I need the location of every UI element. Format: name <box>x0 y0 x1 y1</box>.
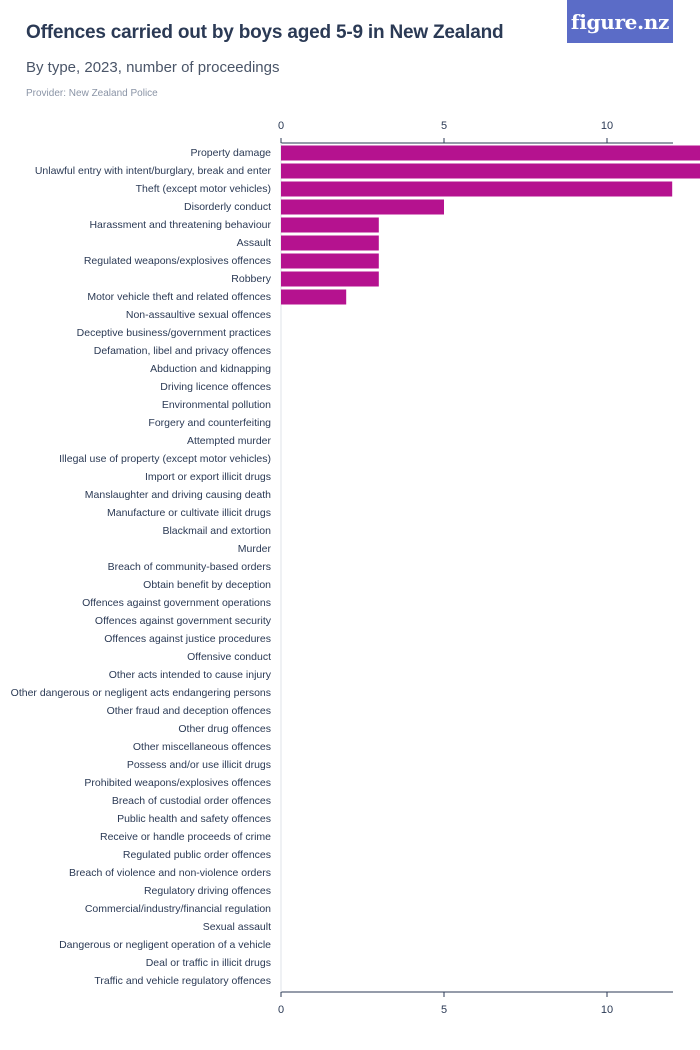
category-label: Other miscellaneous offences <box>133 741 271 753</box>
category-label: Non-assaultive sexual offences <box>126 309 271 321</box>
bar <box>281 289 347 305</box>
chart-title: Offences carried out by boys aged 5-9 in… <box>26 22 504 43</box>
bar <box>281 199 444 215</box>
figure-nz-logo[interactable]: figure.nz <box>567 0 673 43</box>
category-label: Possess and/or use illicit drugs <box>127 759 271 771</box>
bar <box>281 253 379 269</box>
category-label: Other fraud and deception offences <box>107 705 271 717</box>
category-label: Environmental pollution <box>162 399 271 411</box>
category-label: Regulatory driving offences <box>144 885 271 897</box>
category-label: Regulated weapons/explosives offences <box>84 255 271 267</box>
bottom-tick-label: 0 <box>278 1004 284 1016</box>
category-label: Unlawful entry with intent/burglary, bre… <box>35 165 272 177</box>
bottom-tick-label: 10 <box>601 1004 613 1016</box>
category-label: Breach of community-based orders <box>108 561 271 573</box>
category-label: Offences against government operations <box>82 597 271 609</box>
category-label: Offensive conduct <box>187 651 271 663</box>
category-label: Forgery and counterfeiting <box>148 417 271 429</box>
category-label: Manslaughter and driving causing death <box>85 489 271 501</box>
category-label: Attempted murder <box>187 435 272 447</box>
chart-subtitle: By type, 2023, number of proceedings <box>26 59 280 76</box>
category-label: Abduction and kidnapping <box>150 363 271 375</box>
bar <box>281 217 379 233</box>
category-label: Public health and safety offences <box>117 813 271 825</box>
bottom-tick-label: 5 <box>441 1004 447 1016</box>
category-label: Offences against justice procedures <box>104 633 271 645</box>
provider-note: Provider: New Zealand Police <box>26 88 158 99</box>
category-label: Regulated public order offences <box>123 849 271 861</box>
top-tick-label: 10 <box>601 120 613 132</box>
category-label: Defamation, libel and privacy offences <box>94 345 271 357</box>
category-label: Breach of custodial order offences <box>112 795 271 807</box>
category-label: Deal or traffic in illicit drugs <box>146 957 271 969</box>
top-tick-label: 5 <box>441 120 447 132</box>
category-label: Offences against government security <box>95 615 272 627</box>
category-label: Other dangerous or negligent acts endang… <box>11 687 271 699</box>
category-label: Commercial/industry/financial regulation <box>85 903 271 915</box>
category-label: Assault <box>237 237 272 249</box>
category-label: Illegal use of property (except motor ve… <box>59 453 271 465</box>
category-label: Theft (except motor vehicles) <box>136 183 271 195</box>
category-label: Other acts intended to cause injury <box>109 669 272 681</box>
category-label: Obtain benefit by deception <box>143 579 271 591</box>
bar <box>281 163 700 179</box>
category-label: Import or export illicit drugs <box>145 471 271 483</box>
category-label: Murder <box>238 543 272 555</box>
category-label: Disorderly conduct <box>184 201 271 213</box>
category-label: Other drug offences <box>178 723 271 735</box>
category-label: Motor vehicle theft and related offences <box>87 291 271 303</box>
category-label: Robbery <box>231 273 271 285</box>
bar <box>281 181 673 197</box>
category-label: Blackmail and extortion <box>162 525 271 537</box>
category-label: Traffic and vehicle regulatory offences <box>94 975 271 987</box>
top-tick-label: 0 <box>278 120 284 132</box>
bar <box>281 235 379 251</box>
category-label: Receive or handle proceeds of crime <box>100 831 271 843</box>
category-label: Harassment and threatening behaviour <box>89 219 271 231</box>
bar <box>281 271 379 287</box>
category-label: Prohibited weapons/explosives offences <box>84 777 271 789</box>
category-label: Driving licence offences <box>160 381 271 393</box>
category-label: Breach of violence and non-violence orde… <box>69 867 271 879</box>
category-label: Dangerous or negligent operation of a ve… <box>59 939 271 951</box>
category-label: Deceptive business/government practices <box>77 327 271 339</box>
category-label: Manufacture or cultivate illicit drugs <box>107 507 271 519</box>
bar <box>281 145 700 161</box>
category-label: Property damage <box>190 147 271 159</box>
category-label: Sexual assault <box>203 921 271 933</box>
